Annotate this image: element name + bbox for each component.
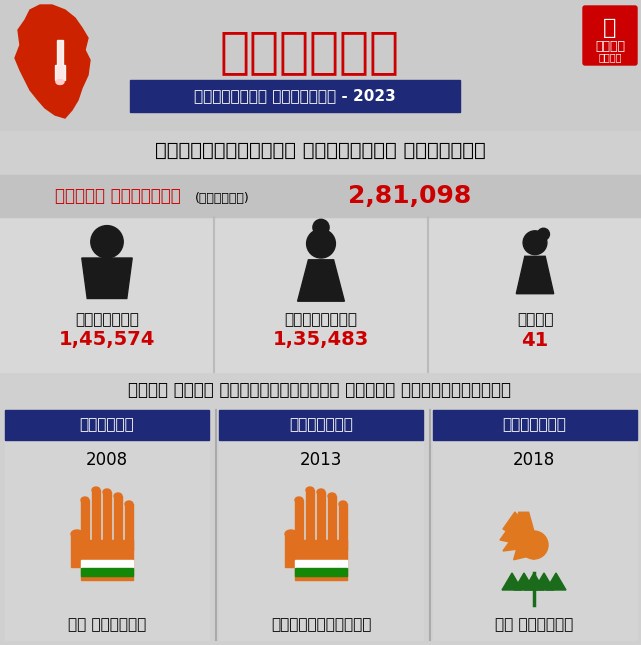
Text: ವಿಧಾನಸಭೆ ಚುನಾವಣೆ - 2023: ವಿಧಾನಸಭೆ ಚುನಾವಣೆ - 2023 <box>194 88 396 103</box>
Polygon shape <box>500 523 534 547</box>
Ellipse shape <box>103 489 111 495</box>
Bar <box>219 410 423 440</box>
Polygon shape <box>524 573 544 590</box>
Polygon shape <box>513 512 534 555</box>
Text: ಟಿವಿ: ಟಿವಿ <box>595 39 625 52</box>
Text: 41: 41 <box>521 330 549 350</box>
Bar <box>328 496 336 550</box>
Bar <box>295 540 347 580</box>
Text: ಗೋವಿಂದರಾಜನಗರ ವಿಧಾನಸಭೆ ಕ್ಷೇತ್ರ: ಗೋವಿಂದರಾಜನಗರ ವಿಧಾನಸಭೆ ಕ್ಷೇತ್ರ <box>154 141 485 159</box>
Bar <box>5 410 209 640</box>
Text: ವಿ ಸೋಮಣ್ಣ: ವಿ ಸೋಮಣ್ಣ <box>68 617 146 633</box>
Text: ಬಿಜೆಪಿ: ಬಿಜೆಪಿ <box>79 417 135 433</box>
Text: 2,81,098: 2,81,098 <box>348 184 472 208</box>
Ellipse shape <box>71 530 83 538</box>
Ellipse shape <box>285 530 297 538</box>
Bar <box>317 492 325 550</box>
Polygon shape <box>514 573 534 590</box>
Bar <box>219 410 423 640</box>
Circle shape <box>538 228 549 240</box>
Bar <box>103 492 111 550</box>
Ellipse shape <box>114 493 122 499</box>
Text: ಕಾಂಗೆಸ್: ಕಾಂಗೆಸ್ <box>502 417 566 433</box>
Bar <box>81 568 133 576</box>
Circle shape <box>313 219 329 235</box>
Ellipse shape <box>125 501 133 507</box>
Bar <box>0 175 641 217</box>
Text: 1,35,483: 1,35,483 <box>273 330 369 350</box>
Bar <box>92 490 100 550</box>
Text: 1,45,574: 1,45,574 <box>59 330 155 350</box>
Text: ಪ್ರಿಯಾಕೃಷ್ಣ: ಪ್ರಿಯಾಕೃಷ್ಣ <box>271 617 371 633</box>
Circle shape <box>520 531 548 559</box>
Polygon shape <box>55 40 65 80</box>
Bar <box>81 540 133 580</box>
Ellipse shape <box>92 487 100 493</box>
Bar <box>81 500 89 550</box>
Polygon shape <box>503 512 534 547</box>
Ellipse shape <box>295 497 303 503</box>
Bar <box>306 490 314 550</box>
Text: ಕಾಂಗೆಸ್: ಕಾಂಗೆಸ್ <box>289 417 353 433</box>
Text: 2008: 2008 <box>86 451 128 469</box>
Ellipse shape <box>306 487 314 493</box>
Bar <box>81 560 133 568</box>
Ellipse shape <box>317 489 325 495</box>
Text: (ಅಂದಾಜು): (ಅಂದಾಜು) <box>195 192 249 204</box>
Polygon shape <box>82 258 132 299</box>
Text: ಈ: ಈ <box>603 18 617 38</box>
Bar <box>71 535 83 567</box>
Bar <box>285 535 297 567</box>
Text: 2013: 2013 <box>300 451 342 469</box>
Bar <box>130 80 460 112</box>
Ellipse shape <box>328 493 336 499</box>
Bar <box>433 410 637 640</box>
Bar <box>0 0 641 130</box>
Bar <box>295 568 347 576</box>
Text: 2018: 2018 <box>513 451 555 469</box>
Ellipse shape <box>339 501 347 507</box>
FancyBboxPatch shape <box>583 6 637 65</box>
Bar <box>5 410 209 440</box>
Ellipse shape <box>56 79 64 84</box>
Circle shape <box>91 226 123 258</box>
Bar <box>295 560 347 568</box>
Text: ಒಟ್ಟು ಮತದಾರರು: ಒಟ್ಟು ಮತದಾರರು <box>55 187 181 205</box>
Bar <box>114 496 122 550</box>
Bar <box>339 504 347 550</box>
Text: ಕಳೆದ ಮೂರು ಚುನಾವಣೆಯಲ್ಲಿ ಗೆದ್ದ ಅಭ್ಯರ್ಥಿಗಳು: ಕಳೆದ ಮೂರು ಚುನಾವಣೆಯಲ್ಲಿ ಗೆದ್ದ ಅಭ್ಯರ್ಥಿಗಳು <box>128 381 512 399</box>
Polygon shape <box>503 534 534 551</box>
Text: ಪುರುಷರು: ಪುರುಷರು <box>75 312 139 328</box>
Polygon shape <box>502 573 522 590</box>
Text: ಭಾರತ: ಭಾರತ <box>598 52 622 62</box>
Polygon shape <box>513 542 534 560</box>
Text: ಇತರೆ: ಇತರೆ <box>517 312 553 328</box>
Bar <box>0 217 641 372</box>
Polygon shape <box>15 5 90 118</box>
Bar <box>295 500 303 550</box>
Circle shape <box>306 229 335 258</box>
Polygon shape <box>516 256 554 293</box>
Text: ಕ౼ನಾಟಕ: ಕ౼ನಾಟಕ <box>220 28 400 76</box>
Bar <box>125 504 133 550</box>
Text: ವಿ ಸೋಮಣ್ಣ: ವಿ ಸೋಮಣ್ಣ <box>495 617 573 633</box>
Ellipse shape <box>81 497 89 503</box>
Circle shape <box>523 231 547 255</box>
Polygon shape <box>297 260 344 301</box>
Polygon shape <box>546 573 566 590</box>
Text: ಮಹಿಳೆಯರು: ಮಹಿಳೆಯರು <box>285 312 358 328</box>
Bar <box>433 410 637 440</box>
Polygon shape <box>534 573 554 590</box>
